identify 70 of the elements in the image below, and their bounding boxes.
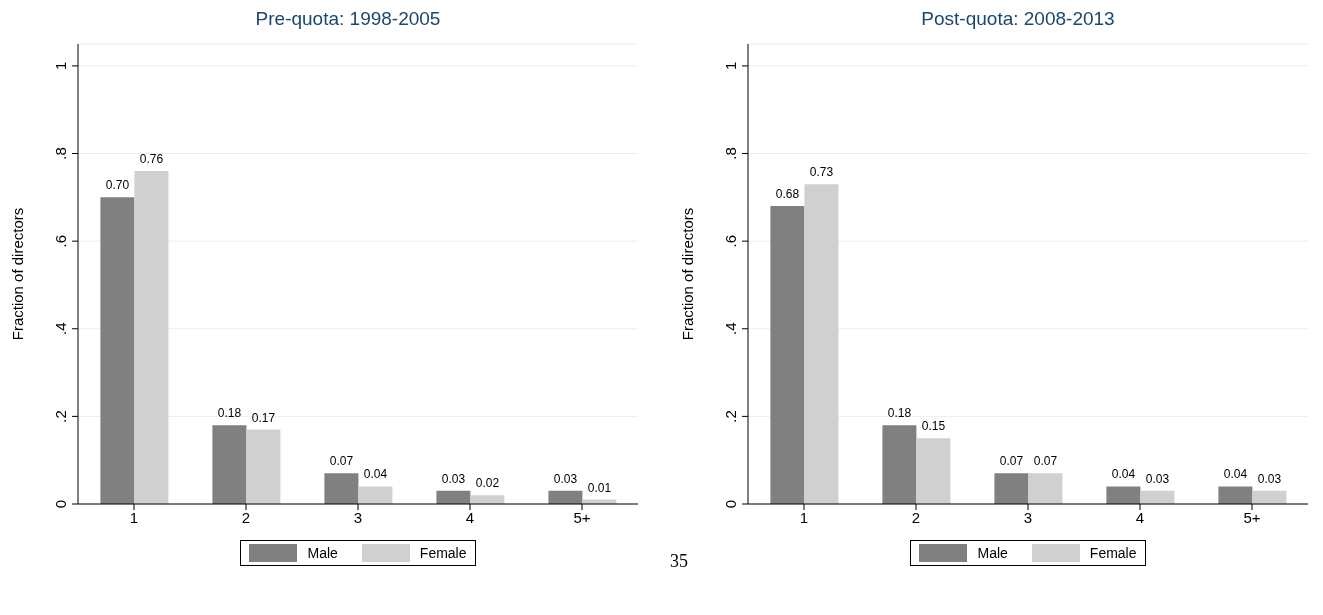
data-label: 0.01 xyxy=(587,480,612,495)
data-label: 0.03 xyxy=(441,471,466,486)
y-tick-label: .4 xyxy=(52,322,69,336)
data-label: 0.03 xyxy=(1257,471,1282,486)
data-label: 0.07 xyxy=(1033,454,1058,469)
bar xyxy=(770,206,805,504)
data-label: 0.02 xyxy=(475,476,500,491)
data-label: 0.68 xyxy=(775,187,800,202)
bar xyxy=(134,171,169,504)
bar xyxy=(470,495,505,504)
data-label: 0.18 xyxy=(217,406,242,421)
legend-label: Male xyxy=(307,545,338,561)
x-tick-label: 2 xyxy=(241,508,251,526)
data-label: 0.04 xyxy=(363,467,388,482)
x-tick-label: 2 xyxy=(911,508,921,526)
legend-label: Female xyxy=(1089,545,1137,561)
bar xyxy=(916,438,951,504)
text: 35 xyxy=(670,551,688,572)
y-tick-label: .8 xyxy=(52,147,69,160)
y-axis-title: Fraction of directors xyxy=(9,207,27,341)
data-label: 0.03 xyxy=(553,471,578,486)
legend-label: Male xyxy=(977,545,1008,561)
x-tick-label: 4 xyxy=(1135,508,1145,526)
y-axis-title: Fraction of directors xyxy=(679,207,697,341)
y-tick-label: 1 xyxy=(722,61,739,71)
bar xyxy=(1106,486,1141,504)
chart-title: Post-quota: 2008-2013 xyxy=(920,8,1116,31)
data-label: 0.18 xyxy=(887,406,912,421)
y-tick-label: .2 xyxy=(52,410,69,423)
y-tick-label: .8 xyxy=(722,147,739,160)
bar xyxy=(882,425,917,504)
y-tick-label: 0 xyxy=(52,499,69,509)
x-tick-label: 5+ xyxy=(1243,508,1261,526)
bar xyxy=(1028,473,1063,504)
data-label: 0.17 xyxy=(251,410,276,425)
data-label: 0.70 xyxy=(105,178,130,193)
y-tick-label: .4 xyxy=(722,322,739,336)
bar xyxy=(324,473,359,504)
data-label: 0.04 xyxy=(1111,467,1136,482)
x-tick-label: 4 xyxy=(465,508,475,526)
bar xyxy=(1252,490,1287,504)
bar xyxy=(1140,490,1175,504)
bar xyxy=(212,425,247,504)
x-tick-label: 3 xyxy=(1023,508,1033,526)
y-tick-label: .6 xyxy=(722,234,739,248)
y-tick-label: .6 xyxy=(52,234,69,248)
bar xyxy=(436,490,471,504)
data-label: 0.76 xyxy=(139,152,164,167)
data-label: 0.07 xyxy=(999,454,1024,469)
x-tick-label: 1 xyxy=(129,508,139,526)
y-tick-label: 0 xyxy=(722,499,739,509)
data-label: 0.04 xyxy=(1223,467,1248,482)
data-label: 0.73 xyxy=(809,165,834,180)
y-tick-label: .2 xyxy=(722,410,739,423)
data-label: 0.03 xyxy=(1145,471,1170,486)
x-tick-label: 5+ xyxy=(573,508,591,526)
y-tick-label: 1 xyxy=(52,61,69,71)
bar xyxy=(100,197,135,504)
bar xyxy=(548,490,583,504)
data-label: 0.15 xyxy=(921,419,946,434)
bar xyxy=(1218,486,1253,504)
x-tick-label: 1 xyxy=(799,508,809,526)
data-label: 0.07 xyxy=(329,454,354,469)
bar xyxy=(246,429,281,504)
bar xyxy=(804,184,839,504)
chart-title: Pre-quota: 1998-2005 xyxy=(254,8,442,31)
legend-label: Female xyxy=(419,545,467,561)
bar xyxy=(994,473,1029,504)
x-tick-label: 3 xyxy=(353,508,363,526)
bar xyxy=(358,486,393,504)
